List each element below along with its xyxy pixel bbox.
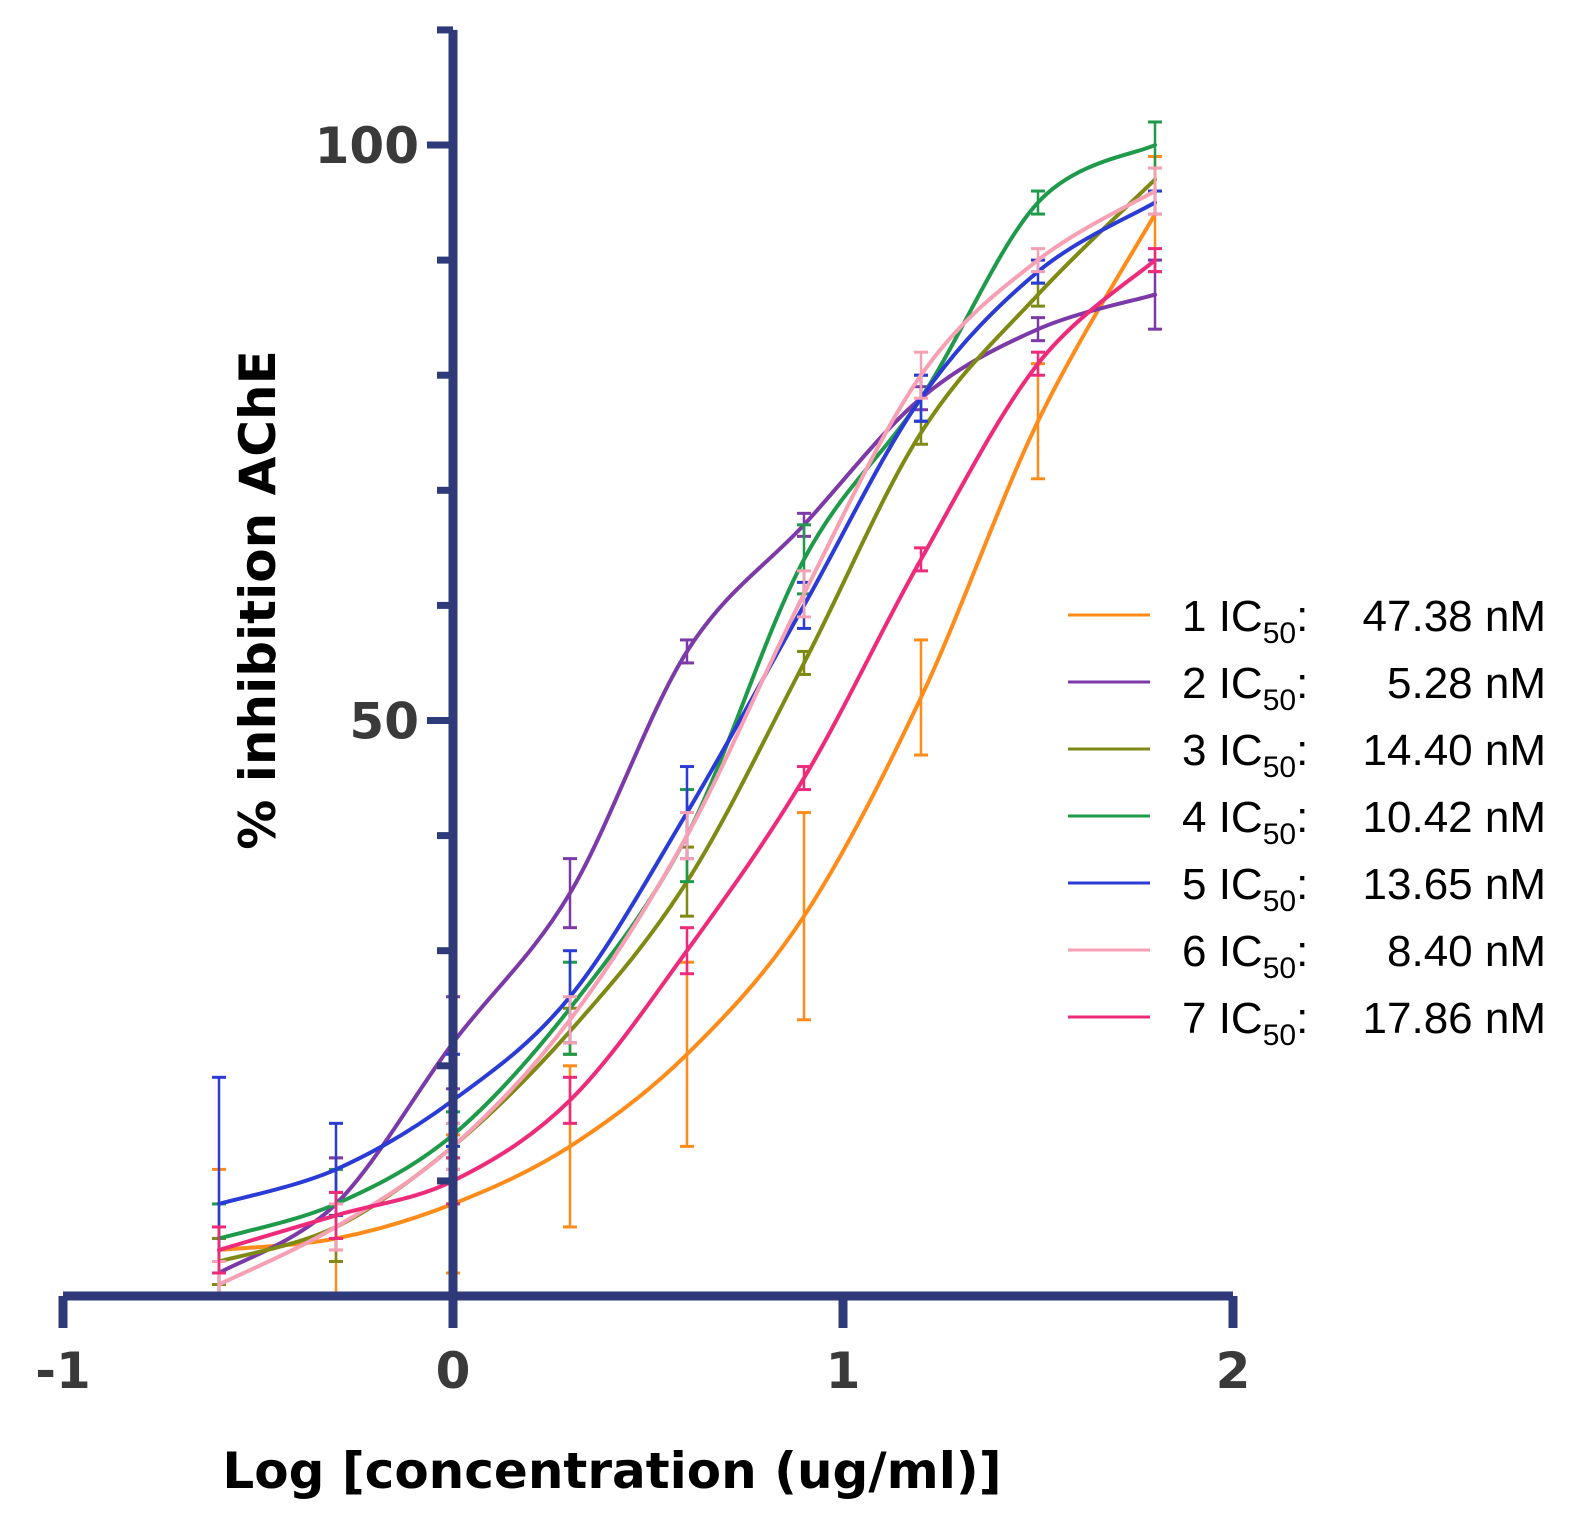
legend-ic50-value: 10.42 nM (1363, 793, 1546, 842)
x-tick-label: 1 (826, 1342, 861, 1400)
legend-ic50-value: 5.28 nM (1387, 659, 1546, 708)
legend-item: 1 IC50: 47.38 nM (1068, 592, 1546, 650)
legend-ic50-value: 47.38 nM (1363, 592, 1546, 641)
legend-item: 3 IC50: 14.40 nM (1068, 726, 1546, 784)
legend-label: 7 IC50: (1182, 994, 1308, 1052)
legend-item: 4 IC50: 10.42 nM (1068, 793, 1546, 851)
legend-label: 2 IC50: (1182, 659, 1308, 717)
axes-layer (58, 26, 1238, 1328)
tick-labels: -1 0 1 2 50 100 (35, 117, 1250, 1400)
legend-item: 6 IC50: 8.40 nM (1068, 927, 1546, 985)
series-layer (212, 120, 1162, 1298)
y-tick-label: 100 (315, 117, 419, 175)
legend-label: 4 IC50: (1182, 793, 1308, 851)
legend-label: 5 IC50: (1182, 860, 1308, 918)
x-tick-label: 0 (436, 1342, 471, 1400)
legend-label: 1 IC50: (1182, 592, 1308, 650)
series-curve (217, 258, 1157, 1252)
y-tick-label: 50 (349, 693, 419, 751)
series-curve (217, 212, 1157, 1252)
legend-ic50-value: 17.86 nM (1363, 994, 1546, 1043)
series-curve (217, 200, 1157, 1206)
x-tick-label: -1 (35, 1342, 91, 1400)
x-tick-label: 2 (1216, 1342, 1251, 1400)
legend-label: 6 IC50: (1182, 927, 1308, 985)
legend-ic50-value: 14.40 nM (1363, 726, 1546, 775)
legend: 1 IC50: 47.38 nM 2 IC50: 5.28 nM 3 IC50: 14.4… (1068, 592, 1546, 1052)
legend-ic50-value: 8.40 nM (1387, 927, 1546, 976)
legend-ic50-value: 13.65 nM (1363, 860, 1546, 909)
legend-item: 7 IC50: 17.86 nM (1068, 994, 1546, 1052)
y-axis-title: % inhibition AChE (229, 350, 287, 849)
legend-item: 5 IC50: 13.65 nM (1068, 860, 1546, 918)
legend-label: 3 IC50: (1182, 726, 1308, 784)
legend-item: 2 IC50: 5.28 nM (1068, 659, 1546, 717)
x-axis-title: Log [concentration (ug/ml)] (222, 1442, 1001, 1500)
series-curve (217, 189, 1157, 1287)
